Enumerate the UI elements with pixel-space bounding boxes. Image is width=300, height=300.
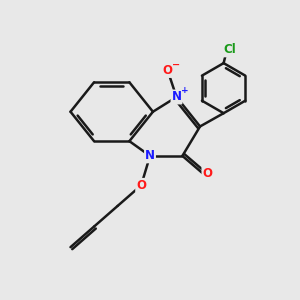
- Text: −: −: [172, 60, 181, 70]
- Text: O: O: [202, 167, 212, 180]
- Text: N: N: [172, 91, 182, 103]
- Text: N: N: [145, 149, 155, 162]
- Text: Cl: Cl: [223, 44, 236, 56]
- Text: O: O: [136, 179, 146, 192]
- Text: O: O: [163, 64, 173, 77]
- Text: +: +: [181, 86, 189, 95]
